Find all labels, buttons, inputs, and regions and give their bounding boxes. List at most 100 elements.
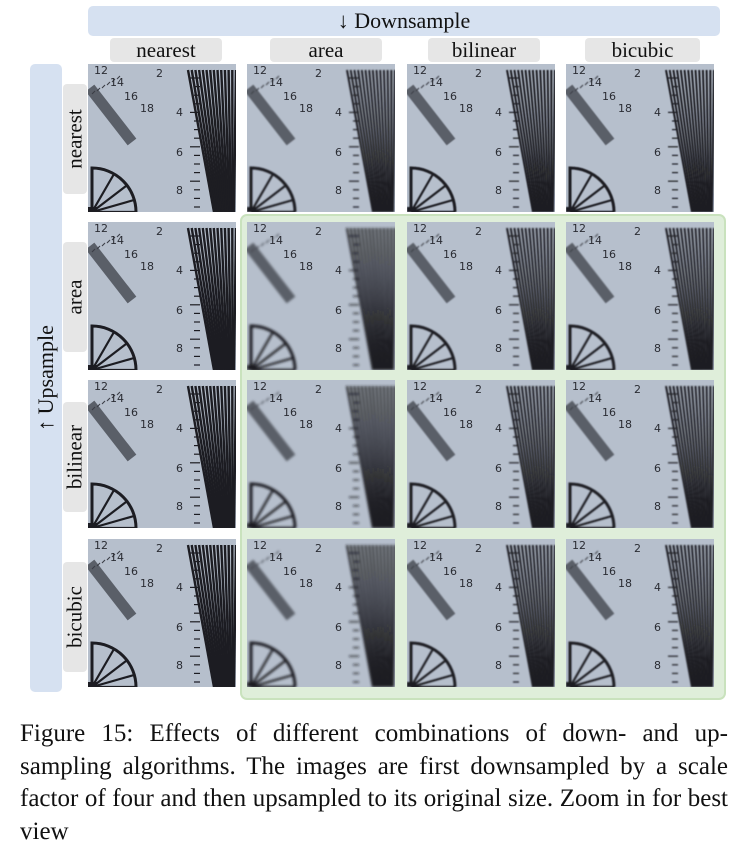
chart-numeral: 12 bbox=[94, 64, 108, 77]
chart-numeral: 6 bbox=[654, 621, 661, 634]
column-label-text: area bbox=[308, 37, 344, 62]
chart-numeral: 14 bbox=[429, 392, 443, 405]
chart-numeral: 2 bbox=[634, 225, 641, 238]
chart-numeral: 8 bbox=[176, 659, 183, 672]
chart-numeral: 6 bbox=[495, 621, 502, 634]
chart-numeral: 18 bbox=[618, 418, 632, 431]
chart-numeral: 2 bbox=[315, 383, 322, 396]
chart-numeral: 8 bbox=[654, 184, 661, 197]
chart-numeral: 14 bbox=[269, 76, 283, 89]
chart-numeral: 2 bbox=[475, 67, 482, 80]
chart-numeral: 2 bbox=[634, 383, 641, 396]
chart-numeral: 8 bbox=[654, 342, 661, 355]
result-image-area-up-bicubic-down: 12 14 16 18 2 4 6 8 bbox=[566, 222, 714, 370]
downsample-label: ↓ Downsample bbox=[337, 8, 471, 33]
chart-numeral: 14 bbox=[429, 551, 443, 564]
result-image-bicubic-up-bicubic-down: 12 14 16 18 2 4 6 8 bbox=[566, 539, 714, 687]
result-image-nearest-up-bilinear-down: 12 14 16 18 2 4 6 8 bbox=[407, 64, 555, 212]
chart-numeral: 14 bbox=[269, 234, 283, 247]
chart-numeral: 14 bbox=[429, 76, 443, 89]
chart-numeral: 12 bbox=[572, 222, 586, 235]
result-image-bilinear-up-bicubic-down: 12 14 16 18 2 4 6 8 bbox=[566, 380, 714, 528]
chart-numeral: 16 bbox=[283, 565, 297, 578]
chart-numeral: 6 bbox=[654, 304, 661, 317]
result-image-bicubic-up-nearest-down: 12 14 16 18 2 4 6 8 bbox=[88, 539, 236, 687]
chart-numeral: 4 bbox=[654, 106, 661, 119]
column-label-nearest: nearest bbox=[110, 38, 222, 62]
chart-numeral: 4 bbox=[176, 422, 183, 435]
chart-numeral: 12 bbox=[572, 64, 586, 77]
chart-numeral: 8 bbox=[176, 184, 183, 197]
chart-numeral: 12 bbox=[94, 222, 108, 235]
chart-numeral: 2 bbox=[156, 67, 163, 80]
chart-numeral: 6 bbox=[495, 462, 502, 475]
chart-numeral: 18 bbox=[459, 418, 473, 431]
row-label-bicubic: bicubic bbox=[63, 562, 87, 672]
chart-numeral: 6 bbox=[654, 462, 661, 475]
chart-numeral: 14 bbox=[110, 551, 124, 564]
chart-numeral: 2 bbox=[315, 542, 322, 555]
chart-numeral: 2 bbox=[634, 542, 641, 555]
column-label-text: bicubic bbox=[611, 37, 674, 62]
column-label-bilinear: bilinear bbox=[428, 38, 540, 62]
chart-numeral: 18 bbox=[459, 260, 473, 273]
result-image-nearest-up-area-down: 12 14 16 18 2 4 6 8 bbox=[247, 64, 395, 212]
chart-numeral: 4 bbox=[176, 106, 183, 119]
chart-numeral: 14 bbox=[269, 551, 283, 564]
row-label-text: bicubic bbox=[62, 586, 87, 648]
chart-numeral: 2 bbox=[315, 225, 322, 238]
chart-numeral: 16 bbox=[443, 90, 457, 103]
chart-numeral: 4 bbox=[176, 581, 183, 594]
chart-numeral: 6 bbox=[176, 304, 183, 317]
comparison-grid: 12 14 16 18 2 4 6 8 12 14 16 18 2 4 6 8 12 14 16 18 2 4 6 8 12 14… bbox=[88, 64, 722, 692]
chart-numeral: 2 bbox=[156, 542, 163, 555]
chart-numeral: 14 bbox=[269, 392, 283, 405]
chart-numeral: 4 bbox=[495, 422, 502, 435]
chart-numeral: 18 bbox=[459, 102, 473, 115]
chart-numeral: 6 bbox=[654, 146, 661, 159]
chart-numeral: 2 bbox=[475, 542, 482, 555]
chart-numeral: 12 bbox=[413, 380, 427, 393]
chart-numeral: 16 bbox=[124, 248, 138, 261]
chart-numeral: 4 bbox=[654, 422, 661, 435]
chart-numeral: 4 bbox=[335, 106, 342, 119]
chart-numeral: 16 bbox=[443, 565, 457, 578]
chart-numeral: 18 bbox=[618, 102, 632, 115]
chart-numeral: 2 bbox=[156, 225, 163, 238]
row-label-nearest: nearest bbox=[63, 84, 87, 194]
column-label-text: nearest bbox=[136, 37, 196, 62]
result-image-bilinear-up-area-down: 12 14 16 18 2 4 6 8 bbox=[247, 380, 395, 528]
chart-numeral: 4 bbox=[335, 422, 342, 435]
chart-numeral: 2 bbox=[315, 67, 322, 80]
row-label-bilinear: bilinear bbox=[63, 402, 87, 512]
chart-numeral: 8 bbox=[495, 659, 502, 672]
chart-numeral: 16 bbox=[602, 90, 616, 103]
chart-numeral: 18 bbox=[299, 102, 313, 115]
chart-numeral: 12 bbox=[572, 380, 586, 393]
column-label-area: area bbox=[270, 38, 382, 62]
chart-numeral: 2 bbox=[156, 383, 163, 396]
result-image-area-up-area-down: 12 14 16 18 2 4 6 8 bbox=[247, 222, 395, 370]
chart-numeral: 18 bbox=[140, 418, 154, 431]
chart-numeral: 18 bbox=[618, 577, 632, 590]
downsample-banner: ↓ Downsample bbox=[88, 6, 720, 36]
row-label-text: bilinear bbox=[62, 424, 87, 490]
chart-numeral: 8 bbox=[335, 659, 342, 672]
chart-numeral: 16 bbox=[283, 90, 297, 103]
chart-numeral: 18 bbox=[299, 260, 313, 273]
chart-numeral: 12 bbox=[253, 380, 267, 393]
chart-numeral: 16 bbox=[124, 90, 138, 103]
chart-numeral: 16 bbox=[602, 248, 616, 261]
